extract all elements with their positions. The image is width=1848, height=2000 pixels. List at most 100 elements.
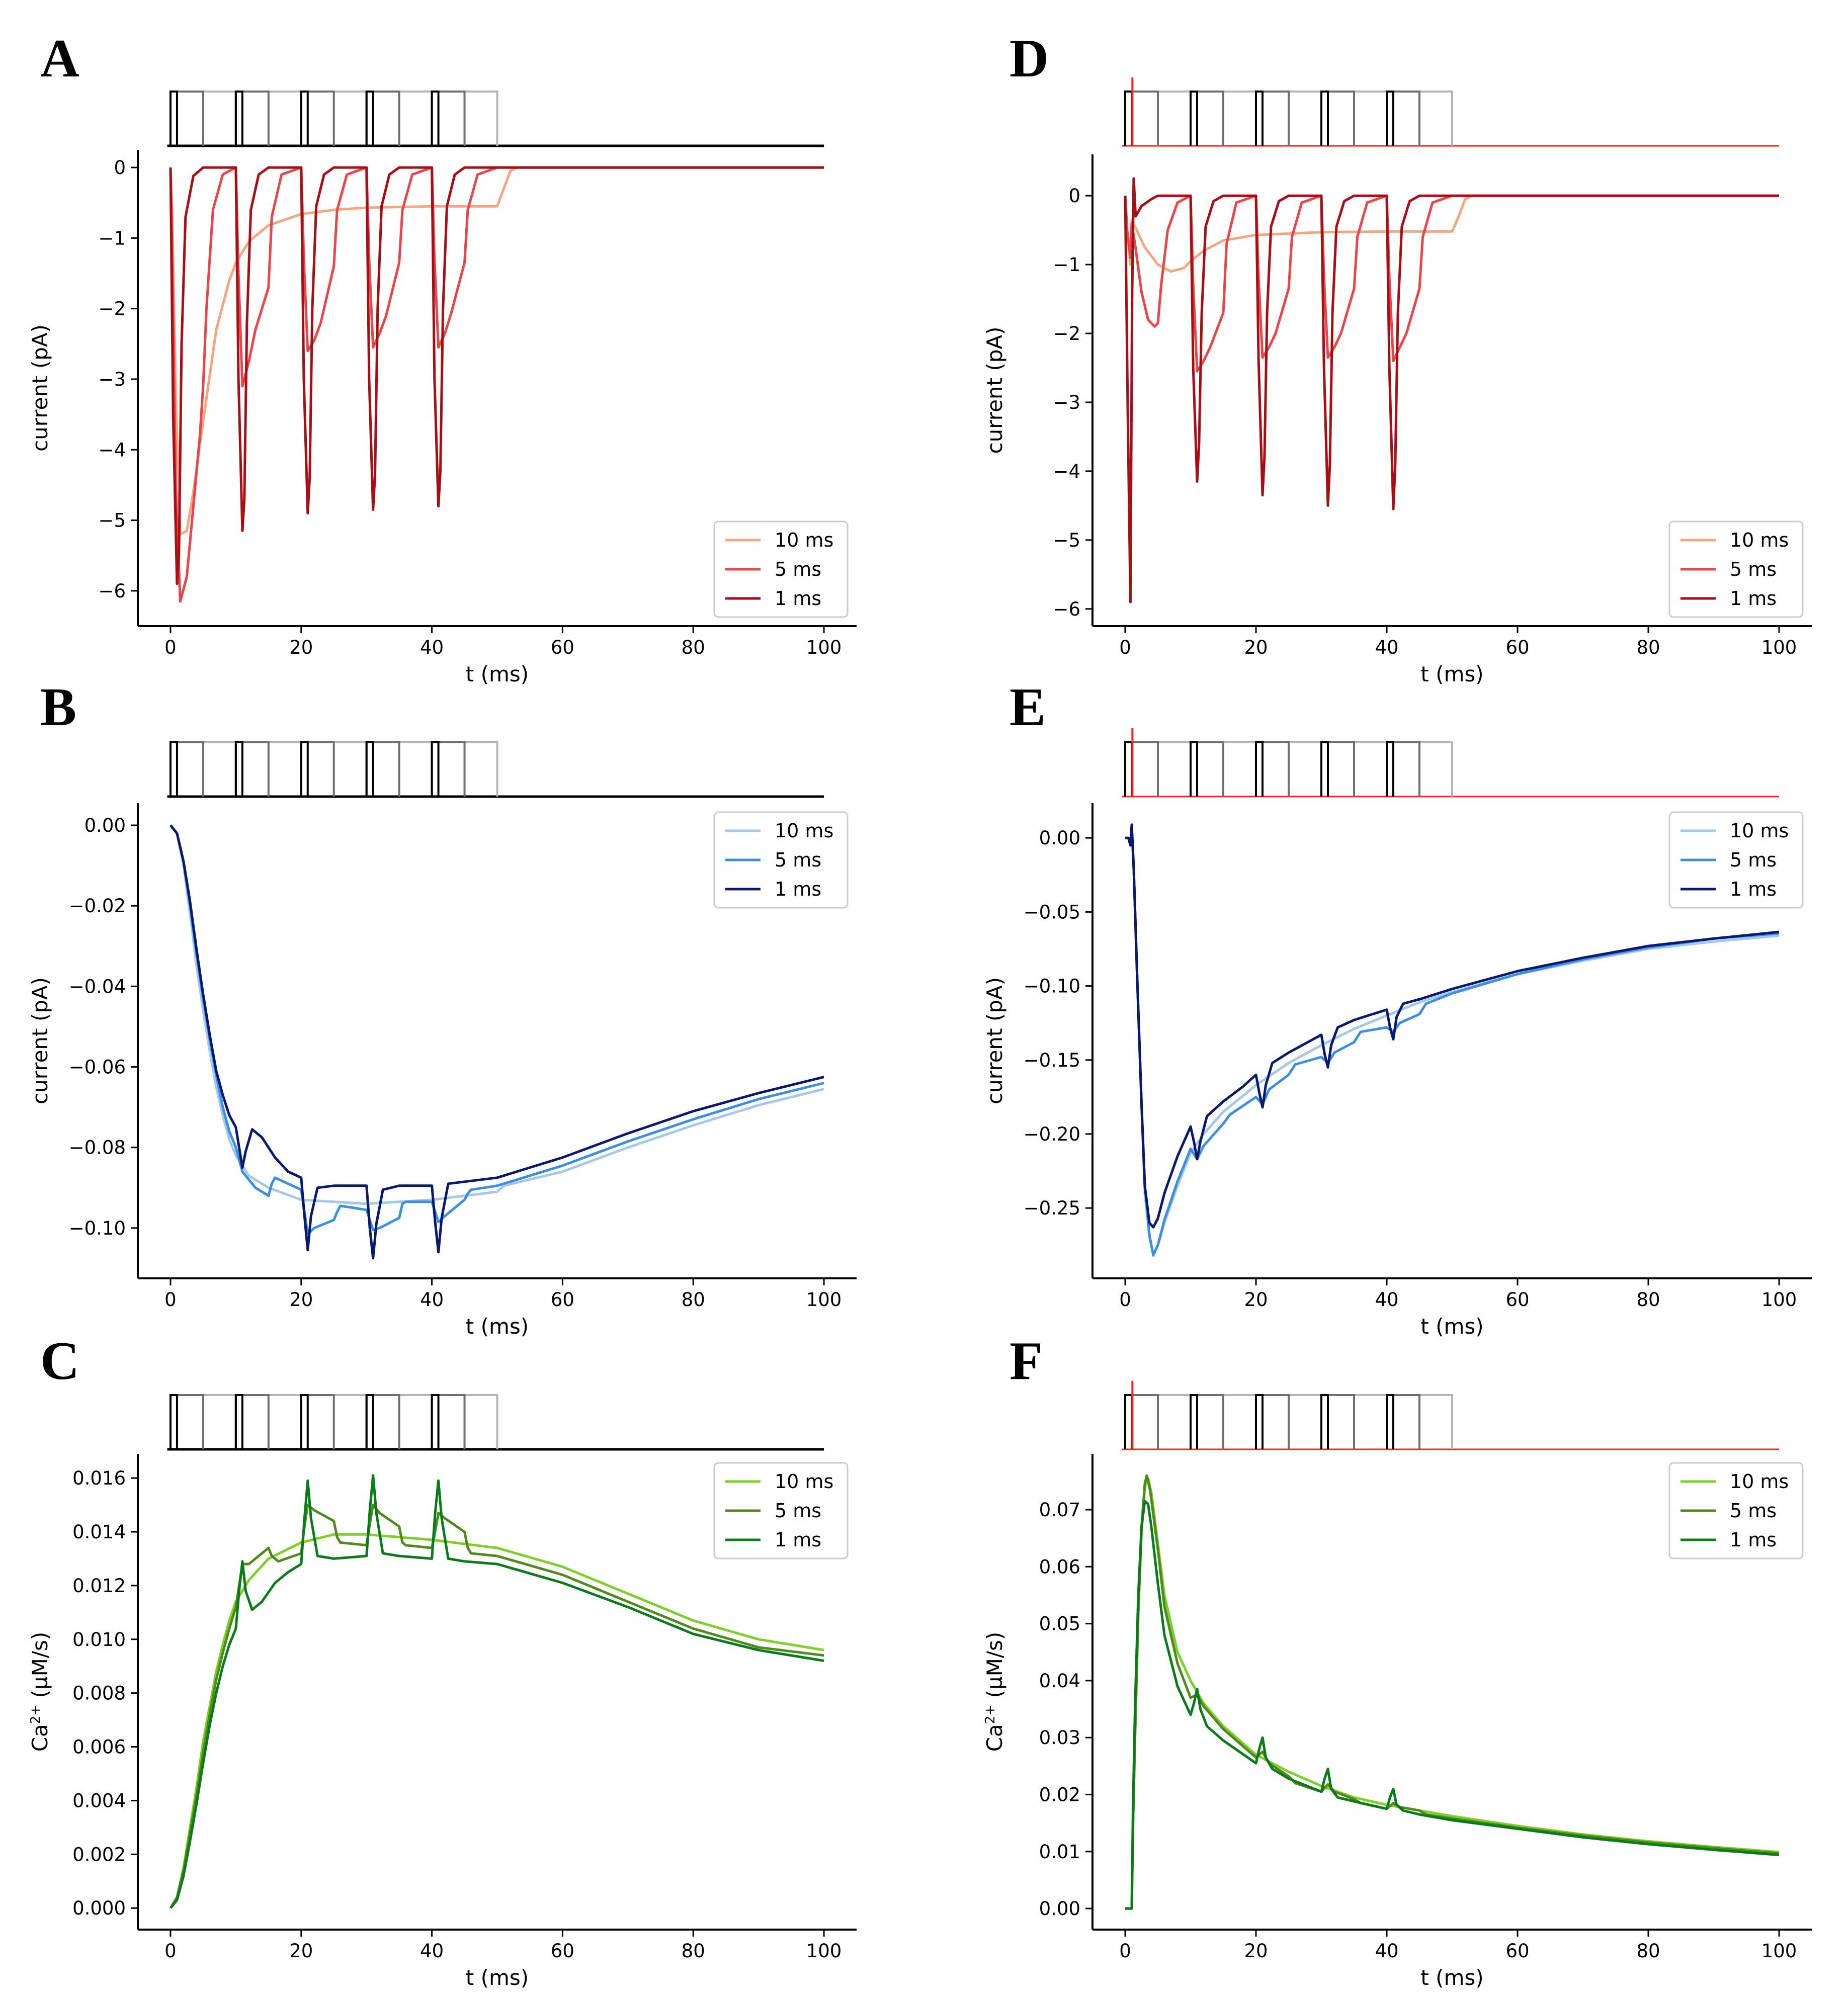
x-tick-label: 0 [1119,1289,1131,1311]
protocol-pulse-5ms [1124,1394,1159,1449]
panel-c: C 0 20 40 60 80 100 0.000 0.002 0.004 0.006 0.008 0.… [28,1331,857,1990]
y-axis-label: current (pA) [28,324,52,452]
legend: 10 ms 5 ms 1 ms [1668,811,1804,909]
series-line-5-ms [1124,194,1779,373]
x-tick-label: 60 [1505,1289,1529,1311]
y-tick-label: 0 [114,157,126,179]
y-axis-label: current (pA) [982,326,1007,454]
protocol-pulse-5ms [1190,741,1224,797]
legend-box [1668,520,1804,618]
protocol-pulse-5ms [169,741,204,797]
panel-e: E 0 20 40 60 80 100 0.00 −0.05 −0.10 −0.15 −0.20 −0.… [982,677,1812,1339]
x-tick-label: 60 [1505,637,1529,658]
legend-label: 10 ms [1730,820,1789,842]
y-tick-label: −6 [98,580,126,602]
legend-label: 1 ms [775,587,821,610]
y-axis-label: current (pA) [28,977,52,1104]
protocol-pulse-5ms [1386,1394,1420,1449]
y-tick-label: −4 [1053,461,1080,482]
x-tick-label: 100 [806,1940,842,1962]
legend-label: 5 ms [775,849,821,871]
x-axis-label: t (ms) [1420,1965,1483,1990]
protocol-pulse-5ms [431,91,466,146]
x-tick-label: 20 [1244,1289,1268,1311]
protocol-pulse-5ms [300,741,335,797]
x-tick-label: 20 [289,637,313,658]
x-axis-label: t (ms) [466,662,529,686]
panel-b: B 0 20 40 60 80 100 0.00 −0.02 −0.04 −0.06 −0.08 −0.… [28,677,857,1339]
protocol-pulse-5ms [1386,741,1420,797]
legend-box [713,811,849,909]
protocol-pulse-1ms [1255,91,1264,146]
y-tick-label: 0.012 [72,1575,126,1597]
legend-label: 5 ms [1730,1500,1777,1522]
y-tick-label: 0.02 [1039,1784,1080,1805]
y-tick-label: 0.016 [72,1467,126,1489]
protocol-pulse-5ms [300,1394,335,1449]
protocol-pulse-1ms [169,91,178,146]
x-tick-label: 100 [806,1289,842,1311]
y-tick-label: −0.06 [69,1057,126,1078]
x-tick-label: 0 [164,637,177,658]
x-tick-label: 40 [1375,1289,1398,1311]
protocol-pulse-5ms [1190,1394,1224,1449]
y-tick-label: −3 [98,369,126,390]
legend-label: 5 ms [1730,558,1777,580]
protocol-pulse-1ms [234,91,243,146]
x-tick-label: 20 [289,1940,313,1962]
y-tick-label: 0.004 [72,1790,126,1811]
legend-label: 10 ms [1730,529,1789,551]
y-tick-label: 0.008 [72,1683,126,1704]
protocol-pulse-5ms [365,741,400,797]
protocol-pulse-1ms [169,741,178,797]
legend-label: 10 ms [775,820,833,842]
protocol-pulse-5ms [1124,741,1159,797]
protocol-pulse-5ms [1255,741,1290,797]
y-axis-label: Ca2+ (µM/s) [982,1632,1007,1752]
y-tick-label: −0.10 [69,1218,126,1239]
series-line-5-ms [169,166,824,603]
x-tick-label: 80 [1636,637,1660,658]
x-tick-label: 80 [682,637,705,658]
y-tick-label: 0.00 [85,815,126,836]
x-tick-label: 100 [1761,1940,1797,1962]
y-tick-label: 0.010 [72,1629,126,1650]
x-tick-label: 40 [420,637,444,658]
y-tick-label: −2 [98,298,126,320]
protocol-pulse-1ms [431,1394,440,1449]
protocol-pulse-5ms [365,1394,400,1449]
stimulus-protocol [1122,77,1779,147]
y-tick-label: −2 [1053,323,1080,344]
legend-label: 1 ms [775,1529,821,1551]
protocol-pulse-5ms [431,1394,466,1449]
panel-a: A 0 20 40 60 80 100 0 −1 −2 −3 −4 −5 −6 t (ms) current … [28,29,857,686]
protocol-pulse-1ms [1124,741,1133,797]
y-tick-label: 0.06 [1039,1556,1080,1578]
x-tick-label: 20 [1244,637,1268,658]
x-tick-label: 100 [806,637,842,658]
legend-label: 1 ms [1730,878,1777,900]
legend: 10 ms 5 ms 1 ms [1668,520,1804,618]
x-tick-label: 80 [682,1940,705,1962]
protocol-pulse-1ms [1386,1394,1394,1449]
protocol-pulse-1ms [1190,1394,1198,1449]
series-line-5-ms [170,824,824,1236]
panel-letter: B [40,677,76,737]
series-line-10-ms [169,166,824,536]
protocol-pulse-5ms [1320,91,1355,146]
x-tick-label: 60 [1505,1940,1529,1962]
stimulus-protocol [167,1394,824,1451]
legend: 10 ms 5 ms 1 ms [713,520,849,618]
protocol-pulse-1ms [1386,91,1394,146]
y-tick-label: 0.000 [72,1897,126,1919]
y-tick-label: −0.20 [1024,1123,1080,1145]
series-line-10-ms [1124,194,1779,273]
y-tick-label: 0 [1068,185,1080,207]
panel-letter: A [40,29,79,89]
x-tick-label: 40 [1375,637,1398,658]
x-tick-label: 40 [420,1289,444,1311]
y-tick-label: −0.15 [1024,1050,1080,1071]
y-tick-label: −1 [98,227,126,249]
protocol-pulse-1ms [234,741,243,797]
x-tick-label: 40 [1375,1940,1398,1962]
